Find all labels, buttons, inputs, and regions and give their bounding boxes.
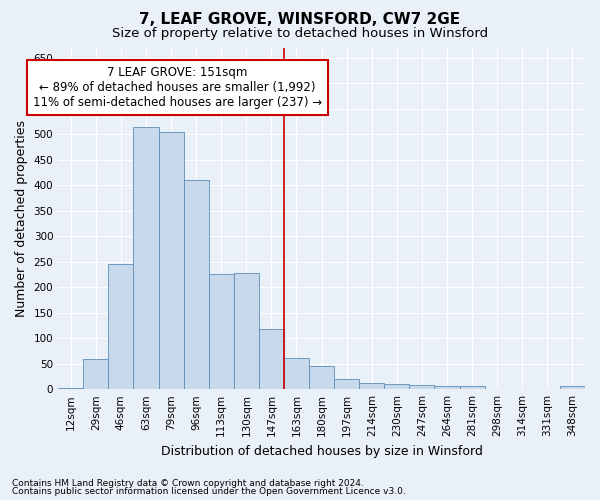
Bar	[259, 329, 284, 389]
X-axis label: Distribution of detached houses by size in Winsford: Distribution of detached houses by size …	[161, 444, 482, 458]
Bar	[334, 379, 359, 389]
Bar	[184, 180, 209, 389]
Bar	[359, 383, 385, 389]
Bar	[58, 388, 83, 389]
Bar	[409, 385, 434, 389]
Bar	[385, 384, 409, 389]
Text: Contains public sector information licensed under the Open Government Licence v3: Contains public sector information licen…	[12, 487, 406, 496]
Y-axis label: Number of detached properties: Number of detached properties	[15, 120, 28, 317]
Bar	[209, 274, 234, 389]
Bar	[133, 126, 158, 389]
Bar	[158, 132, 184, 389]
Bar	[83, 358, 109, 389]
Bar	[284, 358, 309, 389]
Bar	[234, 273, 259, 389]
Text: Contains HM Land Registry data © Crown copyright and database right 2024.: Contains HM Land Registry data © Crown c…	[12, 478, 364, 488]
Bar	[460, 386, 485, 389]
Bar	[109, 264, 133, 389]
Text: 7, LEAF GROVE, WINSFORD, CW7 2GE: 7, LEAF GROVE, WINSFORD, CW7 2GE	[139, 12, 461, 28]
Text: Size of property relative to detached houses in Winsford: Size of property relative to detached ho…	[112, 28, 488, 40]
Bar	[560, 386, 585, 389]
Bar	[434, 386, 460, 389]
Bar	[309, 366, 334, 389]
Text: 7 LEAF GROVE: 151sqm
← 89% of detached houses are smaller (1,992)
11% of semi-de: 7 LEAF GROVE: 151sqm ← 89% of detached h…	[33, 66, 322, 110]
